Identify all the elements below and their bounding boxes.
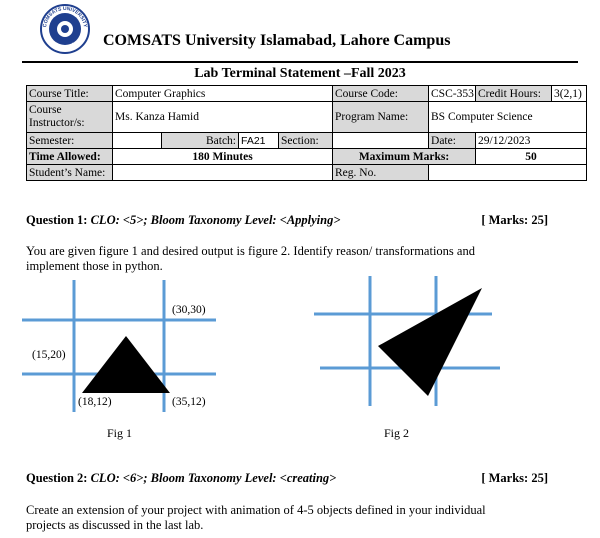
time-allowed-label: Time Allowed: — [26, 148, 113, 165]
course-title-value: Computer Graphics — [111, 85, 334, 102]
label-35-12: (35,12) — [172, 396, 206, 408]
batch-value: FA21 — [238, 132, 279, 149]
lab-title: Lab Terminal Statement –Fall 2023 — [194, 66, 406, 81]
course-title-label: Course Title: — [26, 85, 113, 102]
section-label: Section: — [277, 132, 334, 149]
q2-marks: [ Marks: 25] — [481, 471, 548, 485]
q1-heading: Question 1: CLO: <5>; Bloom Taxonomy Lev… — [26, 213, 340, 228]
time-allowed-value: 180 Minutes — [111, 148, 334, 165]
q2-text: Create an extension of your project with… — [26, 503, 486, 532]
course-code-label: Course Code: — [332, 85, 430, 102]
label-15-20: (15,20) — [32, 349, 66, 361]
credit-hours-label: Credit Hours: — [475, 85, 553, 102]
q2-heading: Question 2: CLO: <6>; Bloom Taxonomy Lev… — [26, 471, 336, 486]
university-name: COMSATS University Islamabad, Lahore Cam… — [103, 32, 451, 49]
credit-hours-value: 3(2,1) — [551, 85, 588, 102]
instructor-value: Ms. Kanza Hamid — [111, 101, 334, 133]
fig1-caption: Fig 1 — [107, 426, 133, 440]
student-name-value — [111, 164, 334, 181]
q2-label: Question 2: — [26, 471, 88, 485]
figure-1 — [22, 280, 216, 412]
section-value — [332, 132, 430, 149]
program-value: BS Computer Science — [428, 101, 588, 133]
header-divider — [22, 61, 578, 63]
q1-clo: CLO: <5>; Bloom Taxonomy Level: <Applyin… — [90, 213, 341, 227]
semester-value — [112, 132, 162, 149]
fig1-triangle — [82, 336, 170, 393]
reg-no-label: Reg. No. — [332, 164, 430, 181]
date-value: 29/12/2023 — [475, 132, 588, 149]
course-info-table: Course Title: Computer Graphics Course C… — [26, 85, 588, 181]
q1-label: Question 1: — [26, 213, 88, 227]
q1-text: You are given figure 1 and desired outpu… — [26, 244, 475, 273]
university-logo: COMSATS UNIVERSITY ISLAMABAD — [40, 4, 90, 54]
q1-marks: [ Marks: 25] — [481, 213, 548, 227]
label-30-30: (30,30) — [172, 304, 206, 316]
figure-2 — [314, 276, 500, 406]
logo-text-bottom: ISLAMABAD — [54, 41, 76, 49]
fig2-triangle — [378, 288, 482, 396]
fig2-caption: Fig 2 — [384, 426, 410, 440]
max-marks-label: Maximum Marks: — [332, 148, 477, 165]
semester-label: Semester: — [26, 132, 113, 149]
program-label: Program Name: — [332, 101, 430, 133]
svg-text:ISLAMABAD: ISLAMABAD — [54, 41, 76, 49]
date-label: Date: — [428, 132, 477, 149]
course-code-value: CSC-353 — [428, 85, 477, 102]
max-marks-value: 50 — [475, 148, 588, 165]
batch-label: Batch: — [161, 132, 239, 149]
student-name-label: Student’s Name: — [26, 164, 113, 181]
reg-no-value — [428, 164, 588, 181]
label-18-12: (18,12) — [78, 396, 112, 408]
q2-clo: CLO: <6>; Bloom Taxonomy Level: <creatin… — [90, 471, 337, 485]
instructor-label: Course Instructor/s: — [26, 101, 113, 133]
